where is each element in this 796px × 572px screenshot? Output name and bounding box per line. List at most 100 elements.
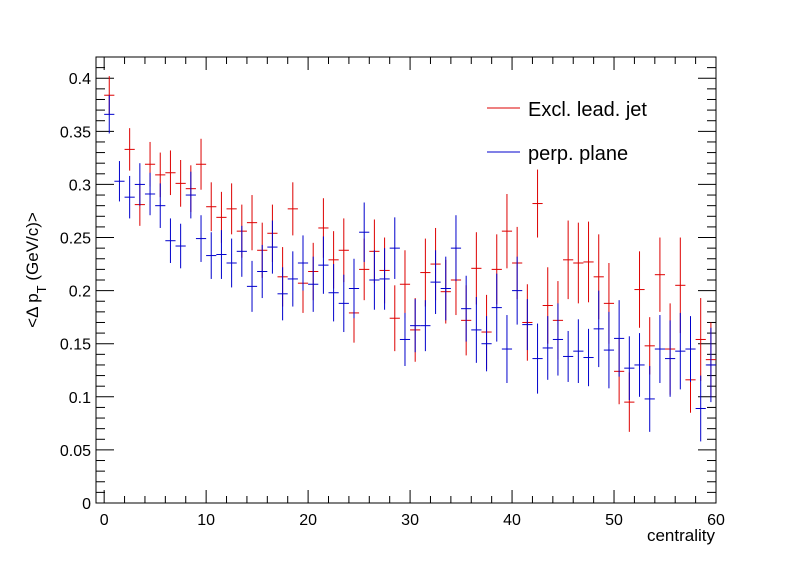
y-tick-label: 0.15	[60, 337, 91, 354]
data-point	[226, 238, 237, 288]
x-tick-label: 20	[299, 512, 317, 529]
x-tick-label: 50	[605, 512, 623, 529]
data-point	[420, 300, 431, 352]
data-point	[695, 298, 706, 381]
data-point	[287, 182, 298, 236]
data-point	[175, 160, 186, 207]
data-point	[563, 220, 574, 300]
data-point	[471, 232, 482, 305]
data-point	[573, 319, 584, 384]
data-point	[389, 217, 400, 279]
x-tick-label: 0	[100, 512, 109, 529]
data-point	[634, 333, 645, 397]
data-point	[430, 250, 441, 314]
data-point	[552, 303, 564, 376]
legend-label-excl-lead-jet: Excl. lead. jet	[528, 99, 647, 121]
data-point	[695, 375, 706, 442]
data-point	[685, 316, 696, 382]
data-point	[236, 225, 247, 277]
data-point	[338, 218, 349, 283]
data-point	[369, 250, 380, 310]
y-tick-label: 0.05	[60, 443, 91, 460]
legend-label-perp-plane: perp. plane	[528, 143, 628, 165]
data-point	[614, 300, 625, 377]
y-tick-label: 0.35	[60, 124, 91, 141]
data-point	[267, 220, 278, 274]
data-point	[287, 251, 298, 307]
data-point	[144, 172, 156, 216]
data-point	[134, 163, 145, 206]
y-tick-label: 0.4	[69, 71, 91, 88]
data-point	[399, 312, 411, 367]
data-point	[277, 267, 288, 321]
data-point	[583, 221, 594, 303]
data-point	[481, 316, 492, 372]
y-tick-label: 0.1	[69, 390, 91, 407]
data-point	[297, 235, 309, 291]
data-point	[634, 251, 645, 328]
data-point	[501, 315, 513, 384]
y-axis-title-tail: (GeV/c)>	[23, 212, 42, 285]
data-point	[420, 238, 431, 307]
data-point	[563, 330, 574, 382]
data-point	[359, 202, 370, 262]
y-axis-title-main: <Δ p	[23, 293, 42, 328]
data-point	[206, 232, 217, 279]
data-point	[440, 256, 451, 321]
data-point	[583, 328, 594, 387]
data-point	[257, 244, 268, 299]
data-point	[175, 223, 186, 269]
data-point	[389, 285, 400, 352]
data-point	[665, 320, 676, 397]
data-point	[603, 311, 615, 389]
data-point	[328, 264, 339, 322]
data-point	[522, 299, 533, 351]
y-tick-label: 0.25	[60, 231, 91, 248]
data-point	[501, 193, 513, 269]
data-point	[654, 315, 666, 384]
data-point	[195, 138, 207, 190]
data-point	[461, 275, 472, 342]
series-perp-plane	[104, 95, 716, 442]
data-point	[379, 248, 390, 310]
data-point	[195, 215, 207, 262]
data-point	[338, 274, 349, 333]
data-point	[542, 316, 553, 380]
data-point	[532, 323, 543, 394]
tick-labels: 0 10 20 30 40 50 60 0 0.05 0.1 0.15 0.2 0.25 0.3 0.35 0…	[60, 71, 725, 529]
data-point	[226, 183, 237, 235]
data-point	[308, 256, 319, 312]
x-tick-label: 60	[707, 512, 725, 529]
data-point	[206, 182, 217, 232]
data-point	[624, 336, 635, 400]
data-point	[216, 230, 227, 279]
data-point	[675, 312, 686, 390]
data-point	[114, 161, 125, 202]
data-point	[318, 236, 329, 294]
data-point	[104, 95, 115, 134]
data-point	[124, 175, 135, 219]
data-point	[185, 171, 196, 219]
data-point	[644, 317, 655, 375]
data-point	[246, 260, 258, 312]
x-tick-label: 40	[503, 512, 521, 529]
series-layer	[104, 76, 716, 442]
data-point	[399, 250, 411, 319]
legend: Excl. lead. jet perp. plane	[487, 99, 647, 165]
data-point	[593, 290, 604, 368]
data-point	[165, 150, 176, 196]
x-tick-label: 30	[401, 512, 419, 529]
data-point	[491, 273, 502, 342]
data-point	[124, 128, 135, 171]
x-tick-label: 10	[197, 512, 215, 529]
axis-ticks	[96, 56, 717, 504]
x-axis-title: centrality	[647, 526, 716, 545]
y-tick-label: 0.3	[69, 177, 91, 194]
data-point	[410, 299, 421, 353]
data-point	[532, 169, 543, 238]
data-point	[654, 237, 666, 312]
data-point	[348, 258, 360, 319]
data-point	[165, 218, 176, 264]
